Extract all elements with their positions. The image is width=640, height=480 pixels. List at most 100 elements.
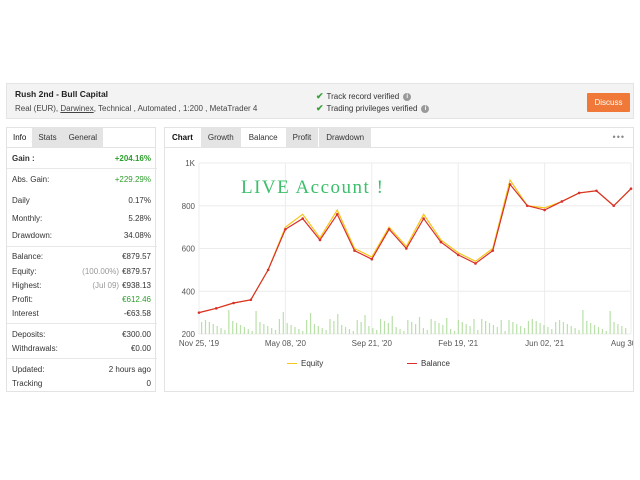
volume-bar [387,323,389,334]
volume-bar [617,324,619,334]
balance-point [266,268,270,272]
volume-bar [251,331,253,334]
stat-row: Tracking 0 [12,377,151,390]
balance-point [249,298,253,302]
balance-point [439,240,443,244]
stat-value-wrap: (100.00%) €879.57 [82,267,151,276]
chart-panel: Chart Growth Balance Profit Drawdown •••… [164,127,634,392]
volume-bar [228,310,230,334]
volume-bar [450,329,452,334]
volume-bar [418,317,421,334]
volume-bar [286,323,288,334]
x-tick-label: Nov 25, '19 [179,339,220,348]
balance-point [318,238,322,242]
legend-balance[interactable]: Balance [407,359,450,368]
stat-row: Withdrawals: €0.00 [12,342,151,355]
stat-row: Gain : +204.16% [12,152,151,165]
volume-bar [236,323,238,334]
stat-value-wrap: 0.17% [128,196,151,205]
divider [7,168,157,169]
info-icon[interactable]: i [421,104,430,113]
balance-point [474,262,477,265]
account-title: Rush 2nd - Bull Capital [15,89,109,99]
volume-bar [290,325,292,334]
volume-bar [376,330,378,334]
volume-bar [566,324,568,334]
volume-bar [574,328,576,334]
x-tick-label: Feb 19, '21 [438,339,478,348]
balance-point [456,253,460,257]
volume-bar [263,324,265,334]
broker-link[interactable]: Darwinex [60,104,94,113]
volume-bar [294,327,296,334]
discuss-button[interactable]: Discuss [587,93,630,112]
tab-chart[interactable]: Chart [165,128,200,147]
volume-bar [239,325,242,334]
y-tick-label: 200 [182,330,196,339]
volume-bar [356,320,358,334]
volume-bar [298,329,300,334]
volume-bar [562,322,565,334]
volume-bar [399,329,401,334]
tab-info[interactable]: Info [7,128,33,147]
volume-bar [496,327,498,334]
volume-bar [274,330,277,334]
volume-bar [508,320,510,334]
volume-bar [523,328,526,334]
volume-bar [473,319,475,334]
stat-label: Withdrawals: [12,344,58,353]
stat-row: Abs. Gain: +229.29% [12,173,151,186]
volume-bar [224,330,226,334]
volume-bar [372,328,374,334]
volume-bar [446,318,448,334]
balance-point [526,204,529,208]
tab-profit[interactable]: Profit [285,128,319,147]
balance-point [543,208,546,212]
volume-bar [333,321,335,334]
tab-general[interactable]: General [62,128,104,147]
balance-point [491,249,495,252]
volume-bar [625,328,627,334]
balance-point [370,257,374,261]
tab-balance[interactable]: Balance [241,128,285,147]
info-icon[interactable]: i [403,92,412,101]
stat-row: Profit: €612.46 [12,293,151,306]
tab-growth[interactable]: Growth [200,128,241,147]
volume-bar [601,329,603,334]
stat-label: Profit: [12,295,33,304]
volume-bar [368,326,370,334]
balance-swatch [407,362,417,365]
stat-value: €879.57 [122,252,151,261]
balance-point [405,247,408,250]
account-header: Rush 2nd - Bull Capital Real (EUR), Darw… [6,83,634,119]
divider [7,246,157,247]
volume-bar [621,326,623,334]
volume-bar [309,313,312,334]
ellipsis-icon[interactable]: ••• [612,132,625,142]
x-tick-label: Aug 30, '21 [611,339,633,348]
legend-equity[interactable]: Equity [287,359,323,368]
check-icon: ✔ [316,103,324,113]
volume-bar [395,327,397,334]
volume-bar [516,324,518,334]
volume-bar [278,319,281,334]
balance-point [595,189,598,193]
volume-bar [492,325,495,334]
volume-bar [344,327,347,334]
verify-label: Track record verified [326,92,400,101]
stat-value-wrap: €612.46 [122,295,151,304]
stat-value: €612.46 [122,295,151,304]
volume-bar [558,320,561,334]
volume-bar [531,319,533,334]
stat-label: Balance: [12,252,44,261]
volume-bar [488,323,491,334]
balance-chart: 200 400 600 800 1K Nov 25, '19 May 08, '20 Sep … [179,159,633,348]
stat-value-wrap: 2 hours ago [109,365,151,374]
volume-bar [208,322,210,334]
stat-label: Interest [12,309,39,318]
volume-bar [481,319,483,334]
tab-stats[interactable]: Stats [32,128,63,147]
stat-value-wrap: +229.29% [115,175,151,184]
tab-drawdown[interactable]: Drawdown [319,128,372,147]
stat-value: +229.29% [114,175,151,184]
